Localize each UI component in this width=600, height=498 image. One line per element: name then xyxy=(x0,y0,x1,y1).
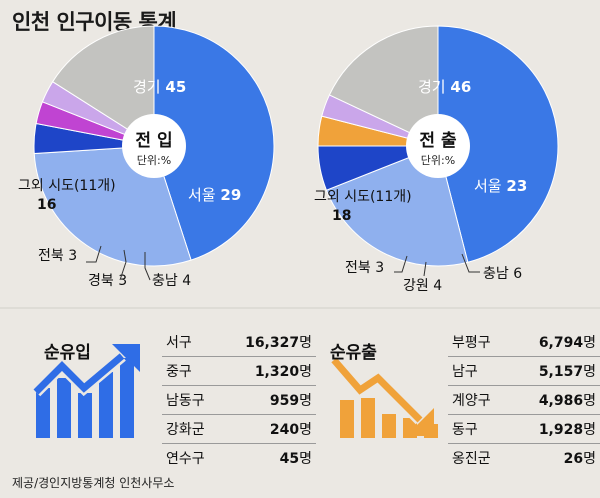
leader-jeonbuk-inflow xyxy=(86,245,102,263)
net-inflow-region: 중구 xyxy=(166,364,192,380)
net-inflow-row: 남동구 959명 xyxy=(162,386,316,415)
net-outflow-count: 1,928명 xyxy=(505,415,600,444)
net-outflow-row: 옹진군 26명 xyxy=(448,444,600,473)
net-outflow-row: 동구 1,928명 xyxy=(448,415,600,444)
net-outflow-heading: 순유출 xyxy=(330,343,377,363)
rising-trend-icon xyxy=(31,344,140,438)
donut-chart-outflow xyxy=(317,25,559,267)
net-inflow-row: 연수구 45명 xyxy=(162,444,316,473)
net-outflow-count-unit: 명 xyxy=(583,422,596,438)
net-outflow-count-unit: 명 xyxy=(583,451,596,467)
net-inflow-count: 959명 xyxy=(220,386,316,415)
net-inflow-heading: 순유입 xyxy=(44,343,91,363)
net-inflow-region: 연수구 xyxy=(166,451,205,467)
donut-chart-inflow xyxy=(33,25,275,267)
source-credit: 제공/경인지방통계청 인천사무소 xyxy=(12,476,175,490)
net-outflow-count: 4,986명 xyxy=(505,386,600,415)
net-outflow-count: 5,157명 xyxy=(505,357,600,386)
center-unit-inflow: 단위:% xyxy=(137,154,171,167)
label-other-value-outflow: 18 xyxy=(332,208,351,224)
net-outflow-table: 부평구 6,794명 남구 5,157명 계양구 4,986명 동구 1,928명 옹진군 26명 xyxy=(448,328,600,472)
net-outflow-count: 26명 xyxy=(505,444,600,473)
donut-center-outflow xyxy=(406,114,470,178)
label-chungnam-inflow: 충남 4 xyxy=(152,273,191,289)
label-jeonbuk-inflow: 전북 3 xyxy=(38,248,77,264)
net-outflow-count-unit: 명 xyxy=(583,335,596,351)
net-outflow-count-value: 4,986 xyxy=(538,393,584,409)
label-gangwon-outflow: 강원 4 xyxy=(403,278,442,294)
net-inflow-row: 중구 1,320명 xyxy=(162,357,316,386)
net-outflow-count-value: 1,928 xyxy=(538,422,584,438)
label-gyeonggi-outflow: 경기 46 xyxy=(418,78,471,96)
net-inflow-region: 서구 xyxy=(166,335,192,351)
net-inflow-region: 남동구 xyxy=(166,393,205,409)
net-inflow-count-unit: 명 xyxy=(299,422,312,438)
leader-chungnam-inflow xyxy=(144,252,151,281)
leader-jeonbuk-outflow xyxy=(394,255,408,273)
label-gyeongbuk-inflow: 경북 3 xyxy=(88,273,127,289)
label-seoul-outflow: 서울 23 xyxy=(474,177,527,195)
net-inflow-count: 16,327명 xyxy=(220,328,316,357)
net-inflow-region: 강화군 xyxy=(166,422,205,438)
net-outflow-count-value: 5,157 xyxy=(538,364,584,380)
label-other-inflow: 그외 시도(11개) xyxy=(18,178,116,194)
donut-center-inflow xyxy=(122,114,186,178)
net-outflow-row: 남구 5,157명 xyxy=(448,357,600,386)
net-outflow-count-value: 6,794 xyxy=(538,335,584,351)
net-outflow-region: 옹진군 xyxy=(452,451,491,467)
net-inflow-count-value: 16,327 xyxy=(245,335,300,351)
leader-chungnam-outflow xyxy=(461,253,480,273)
label-jeonbuk-outflow: 전북 3 xyxy=(345,260,384,276)
net-inflow-count: 240명 xyxy=(220,415,316,444)
center-title-outflow: 전 출 xyxy=(419,131,457,151)
net-inflow-count: 45명 xyxy=(220,444,316,473)
net-outflow-count-unit: 명 xyxy=(583,393,596,409)
net-inflow-count-unit: 명 xyxy=(299,364,312,380)
net-outflow-region: 동구 xyxy=(452,422,478,438)
net-outflow-count-unit: 명 xyxy=(583,364,596,380)
net-inflow-count-unit: 명 xyxy=(299,393,312,409)
net-outflow-region: 부평구 xyxy=(452,335,491,351)
net-outflow-region: 남구 xyxy=(452,364,478,380)
label-other-outflow: 그외 시도(11개) xyxy=(314,189,412,205)
net-outflow-row: 계양구 4,986명 xyxy=(448,386,600,415)
label-seoul-inflow: 서울 29 xyxy=(188,186,241,204)
falling-trend-icon xyxy=(329,356,438,438)
net-inflow-count-value: 240 xyxy=(269,422,300,438)
center-unit-outflow: 단위:% xyxy=(421,154,455,167)
center-title-inflow: 전 입 xyxy=(135,131,172,151)
net-inflow-count-unit: 명 xyxy=(299,451,312,467)
label-gyeonggi-inflow: 경기 45 xyxy=(133,78,186,96)
label-other-value-inflow: 16 xyxy=(37,197,56,213)
label-chungnam-outflow: 충남 6 xyxy=(483,266,522,282)
net-outflow-region: 계양구 xyxy=(452,393,491,409)
net-inflow-count-value: 1,320 xyxy=(254,364,300,380)
leader-gyeongbuk-inflow xyxy=(119,249,127,281)
net-inflow-count: 1,320명 xyxy=(220,357,316,386)
net-inflow-table: 서구 16,327명 중구 1,320명 남동구 959명 강화군 240명 연수구 45명 xyxy=(162,328,316,472)
net-outflow-count: 6,794명 xyxy=(505,328,600,357)
net-inflow-row: 서구 16,327명 xyxy=(162,328,316,357)
net-inflow-row: 강화군 240명 xyxy=(162,415,316,444)
net-inflow-count-value: 45 xyxy=(279,451,300,467)
net-inflow-count-value: 959 xyxy=(269,393,300,409)
net-inflow-count-unit: 명 xyxy=(299,335,312,351)
leader-gangwon-outflow xyxy=(423,261,427,277)
net-outflow-row: 부평구 6,794명 xyxy=(448,328,600,357)
net-outflow-count-value: 26 xyxy=(563,451,584,467)
